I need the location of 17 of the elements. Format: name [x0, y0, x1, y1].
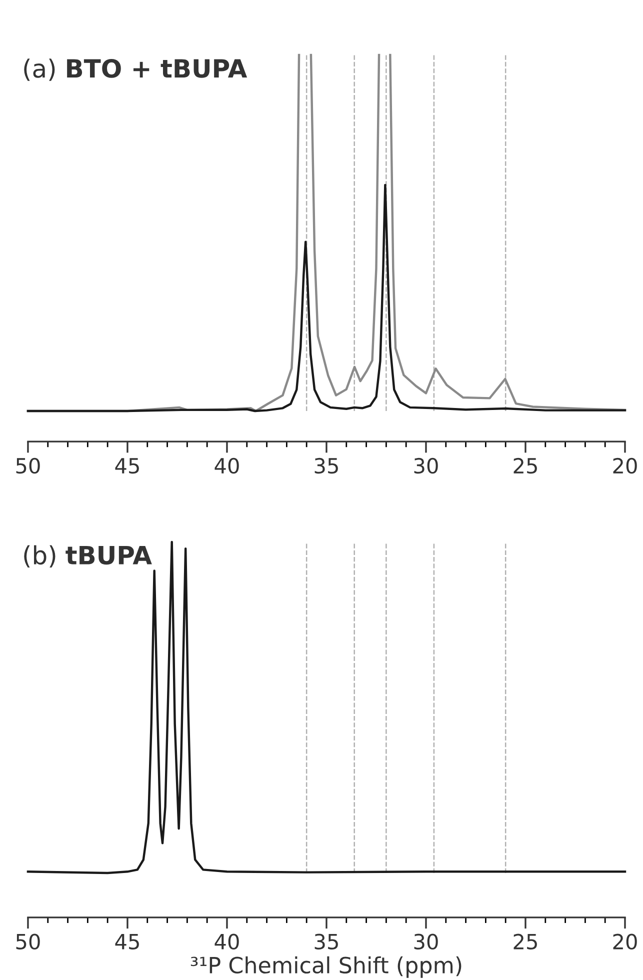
x-tick-label: 30: [414, 934, 438, 950]
x-axis-title: ³¹P Chemical Shift (ppm): [190, 956, 462, 978]
x-tick-label: 50: [16, 934, 40, 950]
x-tick-label: 50: [16, 458, 40, 474]
x-tick-label: 35: [314, 934, 338, 950]
x-tick-label: 35: [314, 458, 338, 474]
x-tick-label: 20: [613, 458, 637, 474]
x-tick-label: 45: [115, 458, 139, 474]
x-tick-label: 20: [613, 934, 637, 950]
x-tick-label: 45: [115, 934, 139, 950]
chart-title: (b) tBUPA: [24, 545, 152, 568]
x-tick-label: 30: [414, 458, 438, 474]
x-tick-label: 25: [514, 934, 537, 950]
x-tick-label: 25: [514, 458, 537, 474]
x-tick-label: 40: [214, 458, 239, 474]
x-tick-label: 40: [214, 934, 239, 950]
chart-title: (a) BTO + tBUPA: [24, 58, 248, 81]
